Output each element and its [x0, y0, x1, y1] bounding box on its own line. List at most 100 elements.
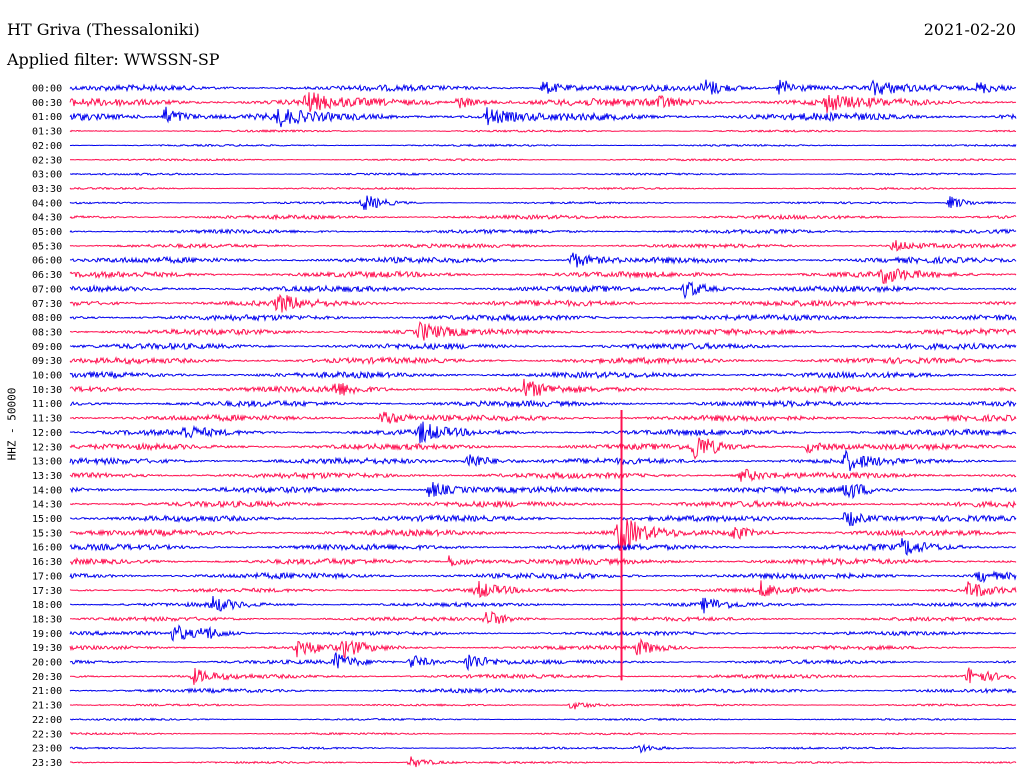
trace-row	[69, 555, 1017, 567]
row-time-label: 12:30	[32, 442, 62, 453]
row-time-label: 22:30	[32, 729, 62, 740]
row-time-label: 14:00	[32, 485, 62, 496]
trace-row	[69, 743, 1017, 754]
trace-row	[70, 499, 1017, 509]
trace-row	[69, 652, 1016, 672]
trace-row	[69, 580, 1017, 598]
row-time-label: 04:00	[32, 198, 62, 209]
trace-row	[69, 687, 1017, 695]
trace-row	[69, 481, 1017, 500]
trace-row	[69, 341, 1017, 351]
trace-row	[70, 610, 1017, 625]
row-time-label: 23:00	[32, 744, 62, 755]
trace-row	[69, 624, 1017, 642]
trace-row	[70, 595, 1017, 614]
row-time-label: 00:00	[32, 84, 62, 95]
trace-row	[69, 378, 1017, 397]
row-time-label: 00:30	[32, 98, 62, 109]
station-title: HT Griva (Thessaloniki)	[7, 20, 200, 39]
row-time-label: 04:30	[32, 213, 62, 224]
row-time-label: 17:30	[32, 586, 62, 597]
row-time-label: 20:00	[32, 658, 62, 669]
row-time-label: 16:30	[32, 557, 62, 568]
trace-row	[69, 449, 1017, 472]
row-time-label: 16:00	[32, 543, 62, 554]
trace-row	[69, 437, 1017, 460]
row-time-label: 01:30	[32, 127, 62, 138]
trace-row	[69, 518, 1017, 551]
row-time-label: 21:00	[32, 686, 62, 697]
trace-row	[69, 756, 1017, 768]
row-time-label: 08:30	[32, 327, 62, 338]
trace-row	[70, 731, 1017, 736]
trace-row	[69, 538, 1017, 557]
trace-row	[69, 228, 1017, 235]
row-time-label: 02:00	[32, 141, 62, 152]
row-time-label: 01:00	[32, 112, 62, 123]
row-time-label: 05:30	[32, 241, 62, 252]
row-time-label: 02:30	[32, 155, 62, 166]
trace-row	[69, 143, 1017, 148]
row-time-label: 06:00	[32, 256, 62, 267]
trace-row	[69, 195, 1017, 210]
trace-row	[70, 399, 1017, 409]
row-time-label: 05:00	[32, 227, 62, 238]
trace-row	[69, 268, 1017, 285]
row-time-labels: 00:00 00:30 01:00 01:30 02:00 02:30 03:00 03:30…	[32, 84, 62, 769]
row-time-label: 10:30	[32, 385, 62, 396]
row-time-label: 22:00	[32, 715, 62, 726]
trace-row	[69, 512, 1017, 527]
row-time-label: 14:30	[32, 500, 62, 511]
row-time-label: 20:30	[32, 672, 62, 683]
row-time-label: 19:00	[32, 629, 62, 640]
trace-row	[69, 240, 1017, 252]
trace-row	[69, 281, 1017, 300]
row-time-label: 13:00	[32, 457, 62, 468]
trace-row	[69, 213, 1017, 221]
row-time-label: 03:00	[32, 170, 62, 181]
row-time-label: 09:30	[32, 356, 62, 367]
row-time-label: 03:30	[32, 184, 62, 195]
trace-row	[69, 79, 1017, 96]
row-time-label: 10:00	[32, 371, 62, 382]
row-time-label: 18:00	[32, 600, 62, 611]
row-time-label: 07:00	[32, 284, 62, 295]
trace-row	[69, 421, 1017, 444]
row-time-label: 19:30	[32, 643, 62, 654]
trace-row	[69, 667, 1017, 685]
row-time-label: 21:30	[32, 701, 62, 712]
trace-row	[69, 411, 1017, 424]
trace-row	[69, 106, 1017, 128]
row-time-label: 13:30	[32, 471, 62, 482]
trace-row	[69, 92, 1017, 113]
row-time-label: 11:00	[32, 399, 62, 410]
row-time-label: 08:00	[32, 313, 62, 324]
trace-row	[69, 370, 1017, 380]
row-time-label: 15:00	[32, 514, 62, 525]
trace-row	[69, 468, 1017, 482]
trace-row	[69, 129, 1017, 133]
trace-row	[69, 717, 1017, 722]
row-time-label: 06:30	[32, 270, 62, 281]
row-time-label: 07:30	[32, 299, 62, 310]
trace-row	[69, 157, 1017, 162]
filter-label: Applied filter: WWSSN-SP	[7, 50, 220, 69]
trace-row	[69, 321, 1017, 341]
row-time-label: 11:30	[32, 414, 62, 425]
trace-row	[69, 186, 1017, 191]
trace-row	[70, 172, 1017, 176]
seismic-traces	[69, 79, 1017, 768]
row-time-label: 18:30	[32, 614, 62, 625]
trace-row	[69, 355, 1017, 366]
record-date: 2021-02-20	[923, 20, 1016, 39]
trace-row	[69, 252, 1017, 268]
trace-row	[69, 637, 1017, 659]
row-time-label: 15:30	[32, 528, 62, 539]
row-time-label: 09:00	[32, 342, 62, 353]
row-time-label: 12:00	[32, 428, 62, 439]
trace-row	[69, 313, 1017, 322]
trace-row	[69, 293, 1017, 313]
trace-row	[69, 570, 1017, 584]
trace-row	[69, 701, 1017, 710]
